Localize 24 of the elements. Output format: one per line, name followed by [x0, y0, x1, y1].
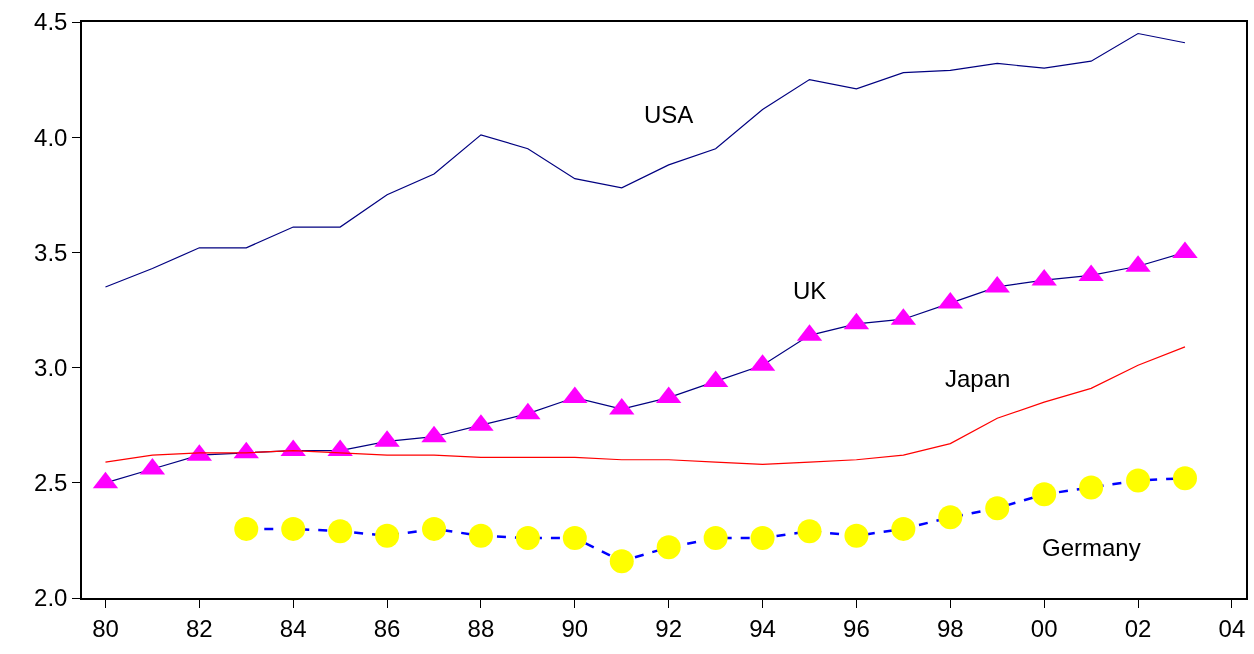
x-tick-label: 84: [279, 614, 307, 642]
x-tick-label: 02: [1124, 614, 1152, 642]
y-tick-label: 4.5: [34, 8, 68, 36]
series-label: USA: [644, 101, 694, 128]
y-tick-label: 2.0: [34, 584, 68, 612]
x-tick-label: 80: [92, 614, 119, 642]
x-tick-label: 96: [843, 614, 870, 642]
series-label: UK: [793, 277, 827, 304]
y-tick-label: 2.5: [34, 469, 68, 497]
x-tick-label: 88: [467, 614, 495, 642]
x-tick-label: 98: [936, 614, 964, 642]
y-tick-label: 4.0: [34, 123, 68, 151]
x-tick-label: 94: [749, 614, 776, 642]
x-tick-label: 90: [561, 614, 589, 642]
x-tick-label: 04: [1218, 614, 1246, 642]
x-tick-label: 82: [185, 614, 213, 642]
series-label: Japan: [945, 365, 1011, 392]
x-tick-label: 86: [373, 614, 401, 642]
line-series: [104, 346, 1186, 465]
series-label: Germany: [1042, 534, 1141, 561]
y-tick-label: 3.5: [34, 238, 68, 266]
x-tick-label: 92: [655, 614, 683, 642]
x-tick-label: 00: [1030, 614, 1058, 642]
y-tick-label: 3.0: [34, 354, 68, 381]
